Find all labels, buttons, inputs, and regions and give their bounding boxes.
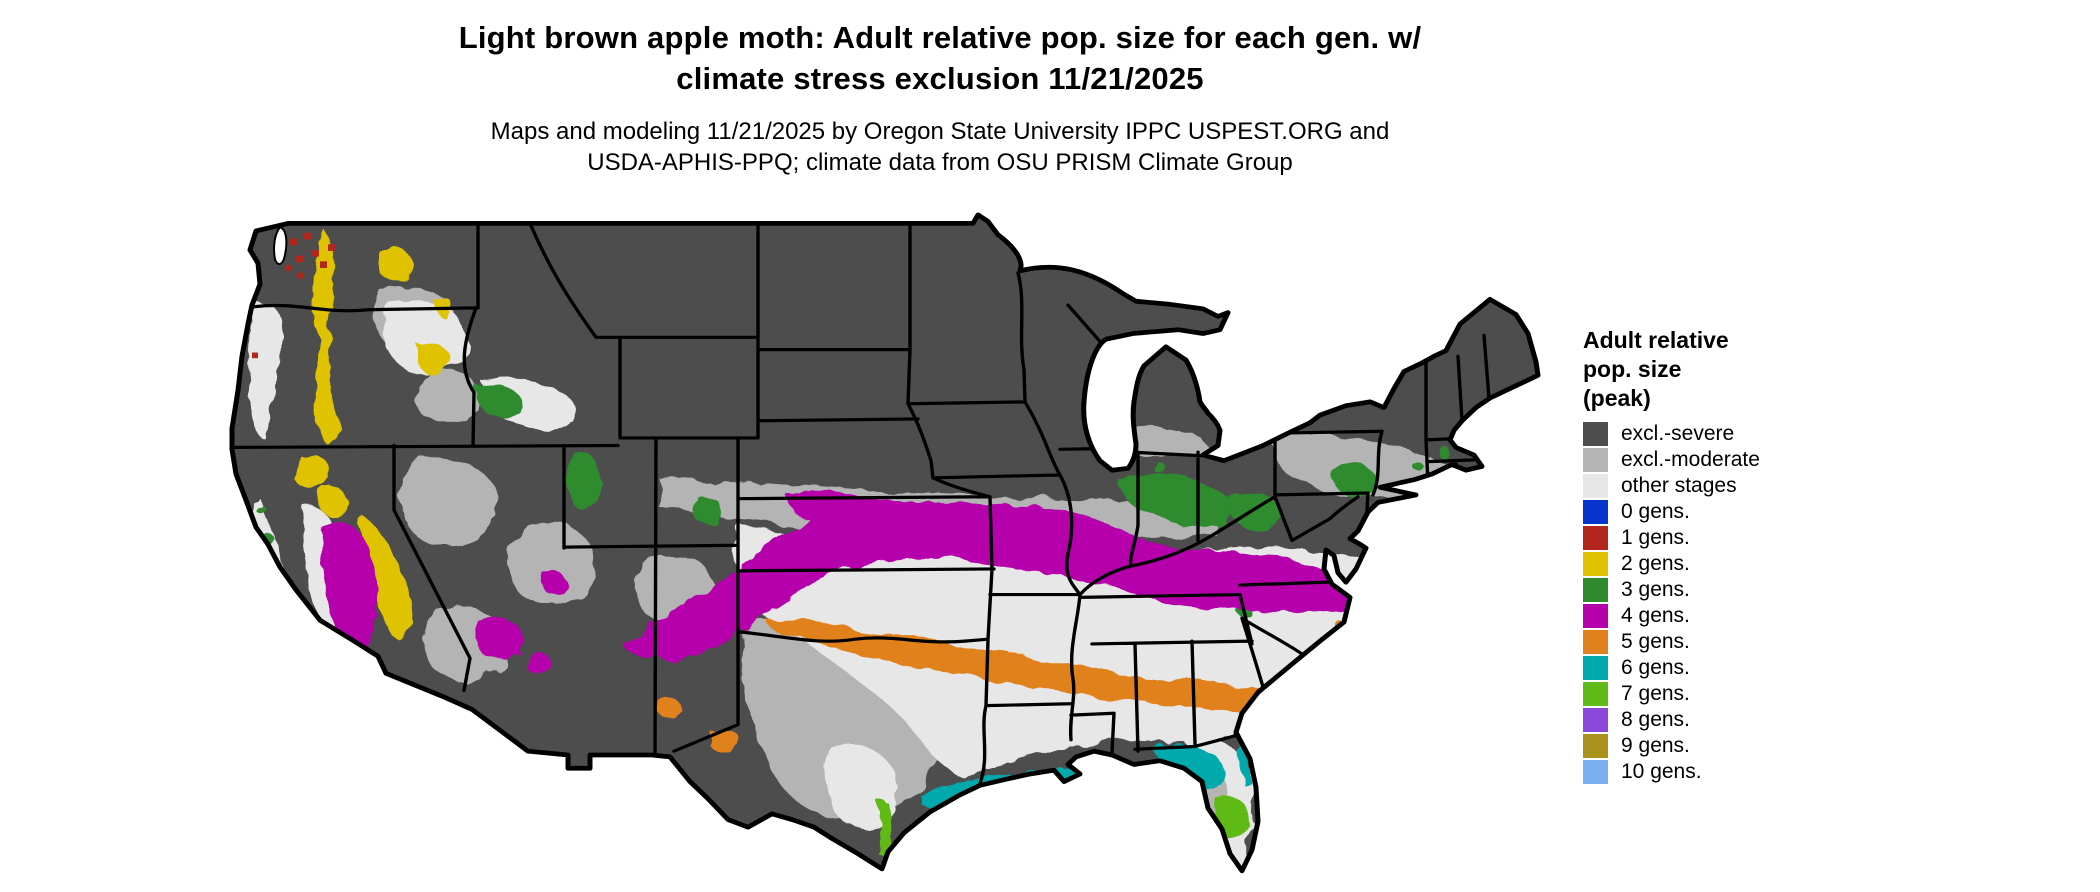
puget-sound-water — [273, 226, 288, 265]
zone-4-gens — [321, 492, 1362, 676]
legend-item-0-gens: 0 gens. — [1583, 499, 1883, 524]
legend-item-3-gens: 3 gens. — [1583, 577, 1883, 602]
legend-title: Adult relative pop. size (peak) — [1583, 326, 1883, 413]
legend-swatch — [1583, 733, 1608, 758]
legend-item-8-gens: 8 gens. — [1583, 707, 1883, 732]
legend-swatch — [1583, 655, 1608, 680]
legend-item-7-gens: 7 gens. — [1583, 681, 1883, 706]
legend-label: other stages — [1621, 474, 1737, 498]
state-borders — [232, 221, 1492, 786]
legend-swatch — [1583, 603, 1608, 628]
legend-title-line1: Adult relative — [1583, 327, 1729, 353]
legend-label: 8 gens. — [1621, 708, 1690, 732]
zone-1-gens — [252, 232, 335, 359]
legend-swatch — [1583, 551, 1608, 576]
map-title: Light brown apple moth: Adult relative p… — [0, 18, 1880, 100]
legend: Adult relative pop. size (peak) excl.-se… — [1583, 326, 1883, 786]
legend-title-line2: pop. size — [1583, 355, 1682, 382]
legend-item-excl-severe: excl.-severe — [1583, 421, 1883, 446]
legend-swatch — [1583, 629, 1608, 654]
map-title-line2: climate stress exclusion 11/21/2025 — [676, 60, 1204, 96]
legend-item-9-gens: 9 gens. — [1583, 733, 1883, 758]
legend-swatch — [1583, 525, 1608, 550]
legend-item-5-gens: 5 gens. — [1583, 629, 1883, 654]
legend-label: 0 gens. — [1621, 500, 1690, 524]
legend-label: excl.-moderate — [1621, 448, 1760, 472]
map-subtitle: Maps and modeling 11/21/2025 by Oregon S… — [0, 116, 1880, 178]
legend-swatch — [1583, 577, 1608, 602]
legend-label: 7 gens. — [1621, 682, 1690, 706]
legend-item-other-stages: other stages — [1583, 473, 1883, 498]
legend-label: 3 gens. — [1621, 578, 1690, 602]
legend-swatch — [1583, 473, 1608, 498]
legend-items: excl.-severe excl.-moderate other stages 0 … — [1583, 421, 1883, 784]
legend-label: 10 gens. — [1621, 760, 1702, 784]
legend-swatch — [1583, 681, 1608, 706]
zone-3-gens — [258, 385, 1449, 617]
legend-label: 5 gens. — [1621, 630, 1690, 654]
legend-label: excl.-severe — [1621, 422, 1735, 446]
legend-item-6-gens: 6 gens. — [1583, 655, 1883, 680]
map-subtitle-line1: Maps and modeling 11/21/2025 by Oregon S… — [490, 117, 1390, 145]
legend-item-2-gens: 2 gens. — [1583, 551, 1883, 576]
legend-label: 2 gens. — [1621, 552, 1690, 576]
legend-swatch — [1583, 707, 1608, 732]
map-title-line1: Light brown apple moth: Adult relative p… — [458, 20, 1422, 55]
legend-title-line3: (peak) — [1583, 384, 1651, 411]
map-subtitle-line2: USDA-APHIS-PPQ; climate data from OSU PR… — [587, 149, 1293, 176]
legend-label: 4 gens. — [1621, 604, 1690, 628]
legend-swatch — [1583, 421, 1608, 446]
legend-label: 9 gens. — [1621, 734, 1690, 758]
legend-item-4-gens: 4 gens. — [1583, 603, 1883, 628]
legend-swatch — [1583, 759, 1608, 784]
legend-item-10-gens: 10 gens. — [1583, 759, 1883, 784]
legend-item-1-gens: 1 gens. — [1583, 525, 1883, 550]
zone-2-gens — [293, 229, 453, 644]
legend-swatch — [1583, 447, 1608, 472]
us-risk-map-svg — [228, 212, 1558, 886]
legend-label: 1 gens. — [1621, 526, 1690, 550]
legend-swatch — [1583, 499, 1608, 524]
legend-item-excl-moderate: excl.-moderate — [1583, 447, 1883, 472]
us-risk-map — [228, 212, 1558, 886]
header: Light brown apple moth: Adult relative p… — [0, 18, 1880, 178]
legend-label: 6 gens. — [1621, 656, 1690, 680]
